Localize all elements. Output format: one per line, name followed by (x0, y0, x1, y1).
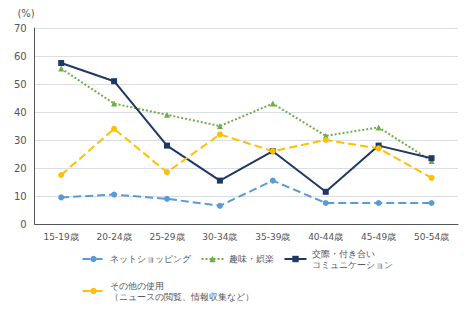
svg-text:(%): (%) (17, 8, 34, 19)
svg-text:20-24歳: 20-24歳 (97, 232, 132, 242)
svg-text:（ニュースの閲覧、情報収集など）: （ニュースの閲覧、情報収集など） (110, 292, 254, 302)
svg-text:25-29歳: 25-29歳 (149, 232, 184, 242)
svg-text:趣味・娯楽: 趣味・娯楽 (229, 254, 274, 264)
svg-text:50: 50 (14, 79, 27, 90)
svg-text:60: 60 (14, 51, 27, 62)
svg-text:ネットショッピング: ネットショッピング (110, 254, 192, 264)
svg-text:30-34歳: 30-34歳 (202, 232, 237, 242)
svg-text:15-19歳: 15-19歳 (44, 232, 79, 242)
svg-text:50-54歳: 50-54歳 (414, 232, 449, 242)
svg-text:コミュニケーション: コミュニケーション (312, 260, 393, 270)
svg-text:その他の使用: その他の使用 (110, 281, 164, 291)
svg-text:35-39歳: 35-39歳 (255, 232, 290, 242)
svg-text:45-49歳: 45-49歳 (361, 232, 396, 242)
svg-text:0: 0 (20, 219, 26, 230)
svg-text:40: 40 (14, 107, 27, 118)
svg-text:20: 20 (14, 163, 27, 174)
svg-text:30: 30 (14, 135, 27, 146)
svg-text:40-44歳: 40-44歳 (308, 232, 343, 242)
svg-text:70: 70 (14, 23, 27, 34)
svg-text:10: 10 (14, 191, 27, 202)
svg-text:交際・付き合い: 交際・付き合い (312, 249, 375, 259)
